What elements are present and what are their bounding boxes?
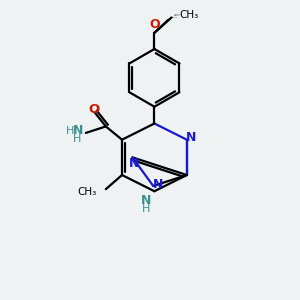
Text: N: N xyxy=(129,157,139,170)
Text: H: H xyxy=(65,126,74,136)
Text: CH₃: CH₃ xyxy=(180,10,199,20)
Text: methoxy: methoxy xyxy=(172,16,178,17)
Text: methoxy: methoxy xyxy=(174,13,181,15)
Text: O: O xyxy=(88,103,100,116)
Text: methoxy: methoxy xyxy=(174,15,180,16)
Text: N: N xyxy=(72,124,83,137)
Text: O: O xyxy=(149,18,160,31)
Text: N: N xyxy=(141,194,152,207)
Text: N: N xyxy=(186,131,196,144)
Text: N: N xyxy=(153,178,164,191)
Text: CH₃: CH₃ xyxy=(77,187,96,196)
Text: H: H xyxy=(142,204,150,214)
Text: H: H xyxy=(73,134,81,144)
